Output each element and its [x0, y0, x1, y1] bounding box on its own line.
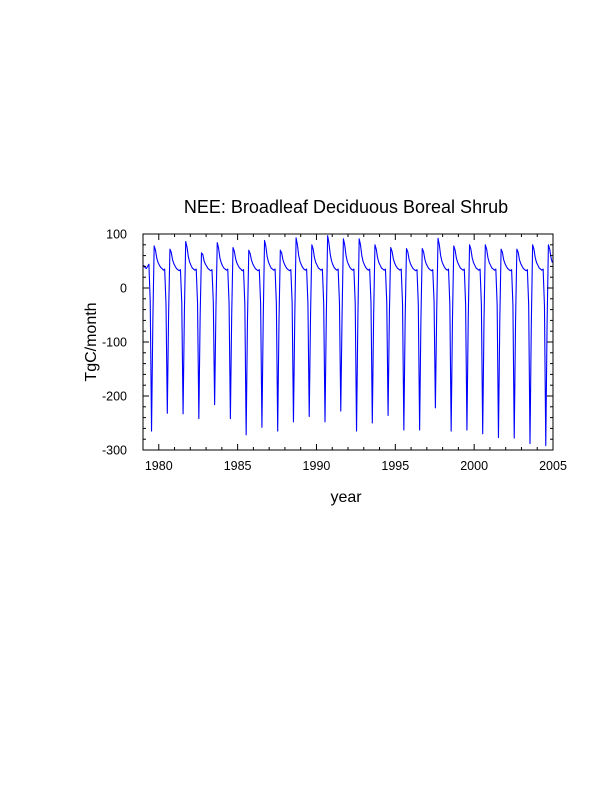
plot-area: [142, 233, 554, 451]
x-tick-label: 2000: [460, 459, 488, 473]
y-tick-label: -100: [102, 336, 127, 350]
x-tick-label: 1985: [224, 459, 252, 473]
x-axis-tick-labels: 1980 1985 1990 1995 2000 2005: [145, 459, 567, 473]
x-tick-label: 1990: [303, 459, 331, 473]
y-tick-label: -200: [102, 390, 127, 404]
x-axis-ticks: [142, 234, 554, 450]
x-tick-label: 2005: [539, 459, 567, 473]
y-tick-label: 0: [120, 282, 127, 296]
y-tick-label: 100: [106, 228, 127, 242]
x-axis-label: year: [330, 489, 362, 506]
series-line-nee: [143, 235, 553, 447]
y-tick-label: -300: [102, 444, 127, 458]
x-tick-label: 1980: [145, 459, 173, 473]
y-axis-label: TgC/month: [83, 302, 100, 381]
chart-title: NEE: Broadleaf Deciduous Boreal Shrub: [184, 197, 508, 217]
x-tick-label: 1995: [381, 459, 409, 473]
y-axis-ticks: [143, 233, 553, 451]
y-axis-tick-labels: -300 -200 -100 0 100: [102, 228, 127, 458]
